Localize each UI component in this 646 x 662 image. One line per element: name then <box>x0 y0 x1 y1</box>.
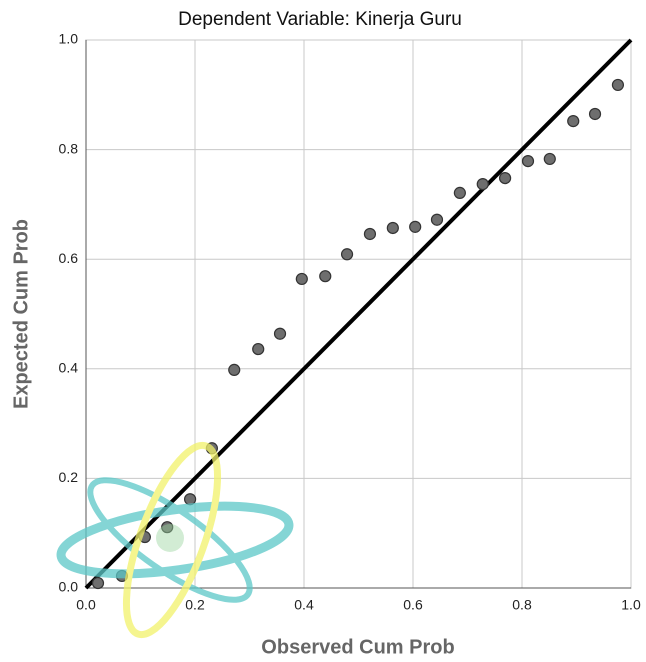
x-axis-title: Observed Cum Prob <box>261 636 454 658</box>
data-point <box>567 115 580 128</box>
x-tick-label: 1.0 <box>621 597 641 613</box>
watermark-ring <box>87 477 253 603</box>
chart-title: Dependent Variable: Kinerja Guru <box>178 9 462 30</box>
data-point <box>521 155 535 168</box>
data-point <box>252 342 265 356</box>
data-point <box>409 220 422 233</box>
x-tick-label: 0.2 <box>185 597 205 613</box>
data-point <box>588 107 602 121</box>
y-tick-label: 1.0 <box>59 31 79 47</box>
data-point <box>340 248 354 261</box>
data-point <box>386 221 399 235</box>
data-point <box>543 152 556 166</box>
data-point <box>363 227 377 241</box>
watermark-ring <box>56 501 294 579</box>
y-tick-label: 0.8 <box>59 140 79 156</box>
data-point <box>476 178 489 191</box>
y-tick-label: 0.2 <box>59 469 79 485</box>
watermark-globe <box>156 524 184 552</box>
x-tick-label: 0.0 <box>76 597 96 613</box>
x-tick-label: 0.4 <box>294 597 314 613</box>
data-point <box>499 171 512 185</box>
y-axis-title: Expected Cum Prob <box>10 219 32 409</box>
y-tick-label: 0.4 <box>59 360 79 376</box>
plot-area: 0.0 0.2 0.4 0.6 0.8 1.0 0.0 0.2 0.4 0.6 0.8 1.0 <box>56 31 641 639</box>
data-point <box>611 78 625 92</box>
x-tick-label: 0.6 <box>403 597 423 613</box>
data-point <box>228 363 241 376</box>
data-point <box>295 272 308 286</box>
data-point <box>91 576 105 590</box>
data-point <box>161 521 174 534</box>
watermark <box>56 441 294 639</box>
data-point <box>430 213 444 226</box>
x-tick-label: 0.8 <box>512 597 532 613</box>
data-point <box>273 327 287 340</box>
data-point <box>319 270 332 283</box>
reference-line <box>84 38 633 590</box>
y-tick-label: 0.0 <box>59 579 79 595</box>
data-point <box>453 186 466 199</box>
y-tick-label: 0.6 <box>59 250 79 266</box>
data-point <box>183 493 197 506</box>
watermark-ring <box>122 441 222 639</box>
